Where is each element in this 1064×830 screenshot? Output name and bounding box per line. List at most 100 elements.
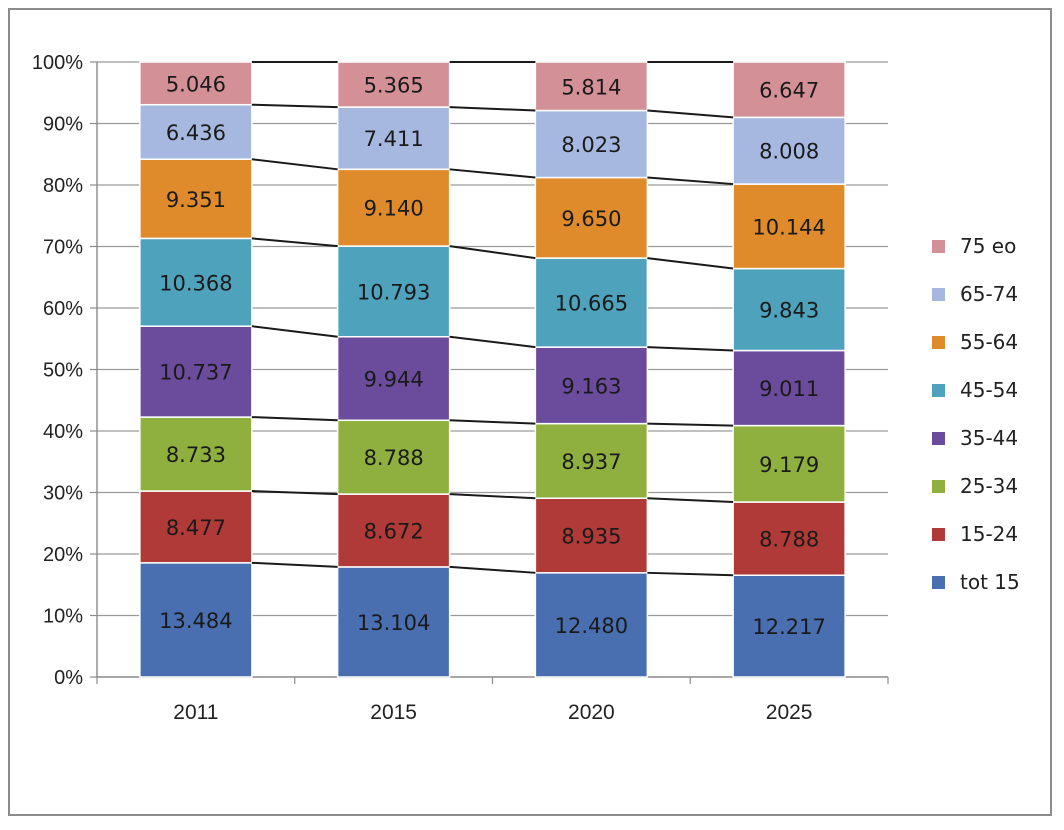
data-label: 8.935 <box>561 525 621 549</box>
data-label: 9.011 <box>759 377 819 401</box>
series-connector-line <box>449 335 536 349</box>
bar-segment <box>534 422 649 499</box>
series-connector-line <box>647 497 734 504</box>
bar-segment <box>139 562 253 678</box>
y-tick-label: 60% <box>43 298 83 320</box>
legend-label: 75 eo <box>960 234 1016 258</box>
data-label: 10.793 <box>357 280 430 304</box>
bar-segment <box>534 497 649 574</box>
data-label: 8.937 <box>561 450 621 474</box>
data-label: 8.672 <box>364 520 424 544</box>
legend-label: tot 15 <box>960 570 1020 594</box>
bar-segment <box>534 61 649 112</box>
y-tick-label: 80% <box>43 175 83 197</box>
bar-segment <box>336 493 451 568</box>
data-label: 8.023 <box>561 133 621 157</box>
data-label: 8.733 <box>166 443 226 467</box>
series-connector-line <box>647 176 734 186</box>
data-label: 8.008 <box>759 140 819 164</box>
series-connector-line <box>251 103 338 109</box>
bar-segment <box>336 245 451 338</box>
data-label: 8.788 <box>759 528 819 552</box>
y-tick-label: 90% <box>43 114 83 136</box>
data-label: 7.411 <box>364 127 424 151</box>
data-label: 10.665 <box>555 292 628 316</box>
bar-segment <box>732 501 846 576</box>
data-label: 9.944 <box>364 368 424 392</box>
y-tick-label: 50% <box>43 360 83 382</box>
y-tick-label: 20% <box>43 544 83 566</box>
x-tick-label: 2015 <box>370 701 417 724</box>
data-label: 10.144 <box>752 215 825 239</box>
legend-swatch <box>932 432 945 445</box>
bar-segment <box>139 158 253 240</box>
series-connector-line <box>449 245 536 260</box>
data-label: 6.647 <box>759 79 819 103</box>
bar-segment <box>139 490 253 564</box>
legend-swatch <box>932 528 945 541</box>
series-connector-line <box>449 168 536 179</box>
legend-label: 55-64 <box>960 330 1018 354</box>
bar-segment <box>139 416 253 492</box>
bar-segment <box>139 325 253 418</box>
data-label: 9.843 <box>759 299 819 323</box>
bar-segment <box>732 267 846 352</box>
series-connector-line <box>251 416 338 422</box>
series-connector-line <box>647 257 734 270</box>
bar-segment <box>732 574 846 678</box>
data-label: 9.163 <box>561 374 621 398</box>
legend: 75 eo 65-74 55-64 45-54 35-44 25-34 15-24 tot 1… <box>932 234 1020 594</box>
data-label: 12.480 <box>555 614 628 638</box>
series-connector-line <box>647 571 734 577</box>
bar-segment <box>139 61 253 106</box>
series-connector-line <box>647 422 734 427</box>
legend-label: 65-74 <box>960 282 1018 306</box>
legend-label: 45-54 <box>960 378 1018 402</box>
bar-segment <box>139 237 253 327</box>
data-label: 5.046 <box>166 72 226 96</box>
data-label: 13.484 <box>159 609 232 633</box>
series-connector-line <box>449 493 536 500</box>
data-label: 8.477 <box>166 516 226 540</box>
data-label: 10.737 <box>159 361 232 385</box>
x-tick-label: 2020 <box>568 701 615 724</box>
x-tick-label: 2011 <box>173 701 218 724</box>
series-connector-line <box>449 565 536 574</box>
legend-label: 15-24 <box>960 522 1018 546</box>
bar-segment <box>336 168 451 247</box>
data-label: 5.365 <box>364 74 424 98</box>
legend-swatch <box>932 336 945 349</box>
legend-swatch <box>932 384 945 397</box>
data-label: 10.368 <box>159 271 232 295</box>
bar-segment <box>732 349 846 427</box>
series-connector-line <box>251 490 338 496</box>
data-label: 5.814 <box>561 75 621 99</box>
bar-segment <box>732 61 846 119</box>
bar-segment <box>732 116 846 185</box>
connector-lines <box>251 61 734 577</box>
y-tick-label: 0% <box>54 667 83 689</box>
bar-segment <box>139 103 253 160</box>
legend-swatch <box>932 288 945 301</box>
data-label: 6.436 <box>166 121 226 145</box>
segment-labels: 13.484 8.477 8.733 10.737 10.368 9.351 6.436 5.… <box>159 72 826 639</box>
series-connector-line <box>449 106 536 112</box>
bar-segment <box>336 106 451 171</box>
data-label: 12.217 <box>752 615 825 639</box>
series-connector-line <box>449 419 536 425</box>
legend-swatch <box>932 480 945 493</box>
bars <box>139 61 846 678</box>
series-connector-line <box>251 158 338 171</box>
series-connector-line <box>251 561 338 568</box>
bar-segment <box>534 176 649 259</box>
bar-segment <box>336 61 451 108</box>
data-label: 13.104 <box>357 611 430 635</box>
bar-segment <box>732 183 846 270</box>
y-tick-label: 100% <box>32 52 83 74</box>
y-tick-label: 40% <box>43 421 83 443</box>
legend-label: 25-34 <box>960 474 1018 498</box>
data-label: 9.351 <box>166 188 226 212</box>
legend-swatch <box>932 576 945 589</box>
y-tick-label: 70% <box>43 237 83 259</box>
